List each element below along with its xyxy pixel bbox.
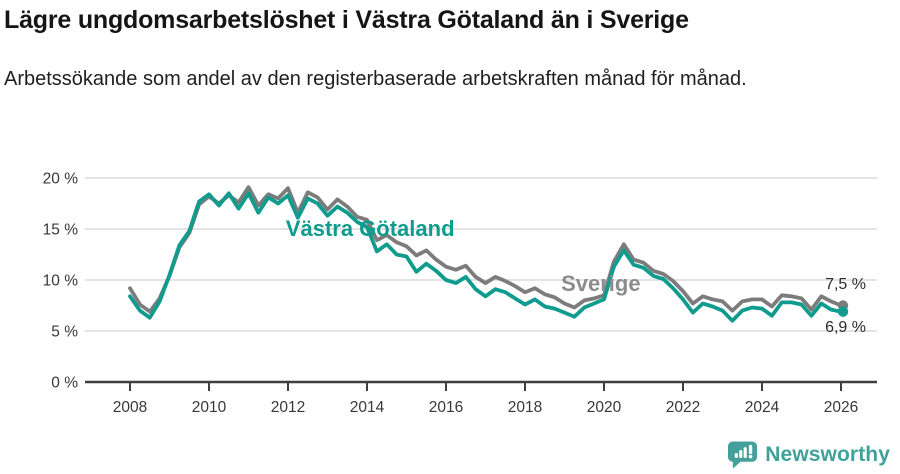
y-axis-tick-label: 20 %	[43, 171, 79, 188]
x-axis-tick-label: 2010	[192, 399, 227, 416]
x-axis-tick-label: 2008	[113, 399, 147, 416]
y-axis-tick-label: 0 %	[51, 375, 78, 392]
end-value-label: 6,9 %	[825, 319, 866, 336]
end-dot-v-stra-g-taland	[837, 306, 849, 317]
x-axis-tick-label: 2026	[824, 399, 858, 416]
x-axis-tick-label: 2016	[429, 399, 463, 416]
series-label: Västra Götaland	[286, 216, 455, 241]
y-axis-tick-label: 15 %	[43, 222, 79, 239]
x-axis-tick-label: 2020	[587, 399, 622, 416]
series-line-v-stra-g-taland	[128, 191, 843, 323]
series-label: Sverige	[561, 271, 641, 296]
x-axis-tick-label: 2018	[508, 399, 542, 416]
y-axis-tick-label: 10 %	[43, 273, 79, 290]
newsworthy-logo[interactable]: Newsworthy	[727, 440, 890, 470]
series-line-sverige	[128, 185, 843, 314]
y-axis-tick-label: 5 %	[51, 324, 78, 341]
chart-title: Lägre ungdomsarbetslöshet i Västra Götal…	[4, 6, 689, 34]
x-axis-tick-label: 2024	[745, 399, 780, 416]
chart-subtitle: Arbetssökande som andel av den registerb…	[4, 68, 747, 90]
end-value-label: 7,5 %	[825, 276, 866, 293]
newsworthy-icon	[728, 441, 758, 469]
newsworthy-wordmark: Newsworthy	[765, 443, 890, 466]
x-axis-tick-label: 2014	[350, 399, 385, 416]
x-axis-tick-label: 2012	[271, 399, 305, 416]
x-axis-tick-label: 2022	[666, 399, 700, 416]
